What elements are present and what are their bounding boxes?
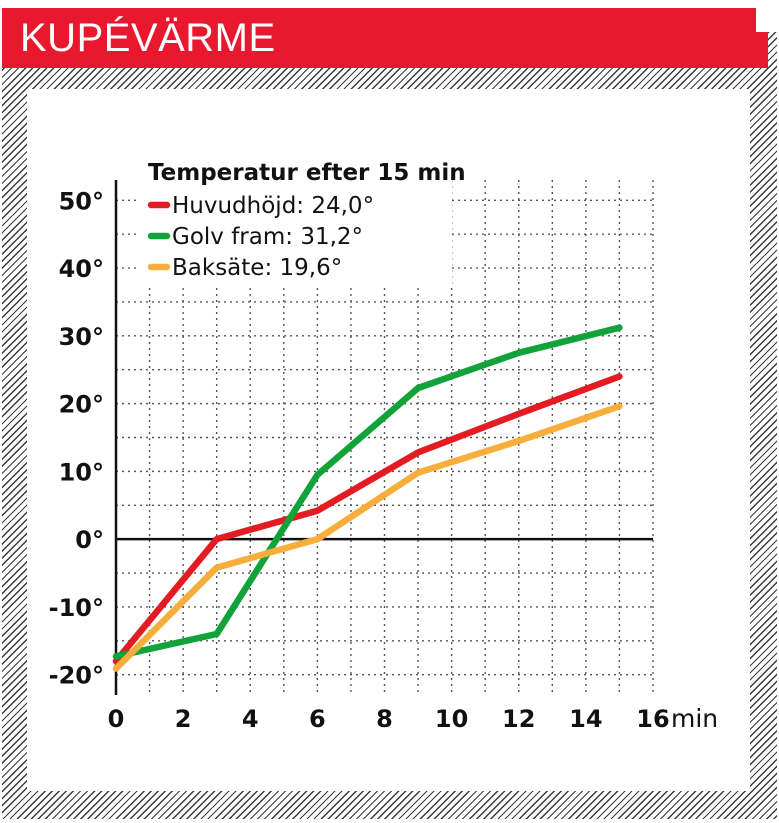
legend-entry-3: Baksäte: 19,6° [172, 255, 342, 281]
y-tick-label: 40° [59, 255, 104, 283]
x-tick-label: 8 [376, 705, 393, 733]
legend: Temperatur efter 15 min Huvudhöjd: 24,0° G… [140, 152, 466, 284]
y-tick-label: 30° [59, 323, 104, 351]
legend-entry-2: Golv fram: 31,2° [172, 224, 363, 250]
y-tick-label: 50° [59, 187, 104, 215]
y-tick-label: 10° [59, 458, 104, 486]
tick-labels: -20° -10° 0° 10° 20° 30° 40° 50° 0 2 4 6 8 10 12 14 16 mi… [49, 187, 719, 733]
x-tick-label: 10 [435, 705, 468, 733]
x-tick-label: 12 [502, 705, 535, 733]
x-tick-label: 4 [242, 705, 259, 733]
y-tick-label: 20° [59, 391, 104, 419]
axes [114, 180, 653, 695]
legend-title: Temperatur efter 15 min [148, 160, 466, 186]
x-axis-label: min [671, 704, 718, 733]
y-tick-label: -10° [49, 594, 104, 622]
y-tick-label: 0° [75, 526, 104, 554]
chart-title: KUPÉVÄRME [20, 16, 276, 60]
x-tick-label: 16 [636, 705, 669, 733]
banner-notch [756, 8, 779, 32]
x-tick-label: 14 [569, 705, 602, 733]
legend-entry-1: Huvudhöjd: 24,0° [172, 193, 374, 219]
x-tick-label: 2 [175, 705, 192, 733]
series-line-3 [112, 403, 623, 672]
series-line-2 [112, 324, 623, 660]
title-banner [2, 8, 768, 68]
series-line-1 [112, 373, 623, 665]
x-tick-label: 0 [108, 705, 125, 733]
legend-background [140, 152, 452, 284]
y-tick-label: -20° [49, 662, 104, 690]
x-tick-label: 6 [309, 705, 326, 733]
series-lines [112, 324, 623, 672]
